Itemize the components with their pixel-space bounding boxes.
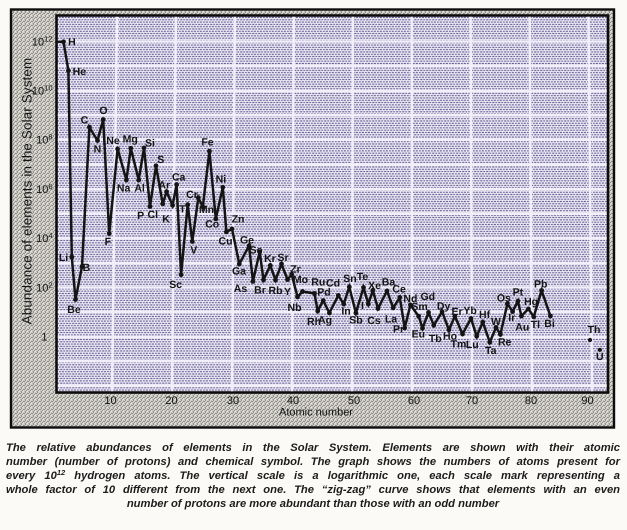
svg-text:Li: Li <box>59 252 68 264</box>
svg-text:70: 70 <box>466 395 478 407</box>
svg-text:Ar: Ar <box>158 179 170 191</box>
svg-text:Tm: Tm <box>451 339 467 351</box>
svg-text:Sm: Sm <box>411 301 427 313</box>
svg-text:Ti: Ti <box>179 204 188 216</box>
svg-text:Te: Te <box>357 271 369 283</box>
svg-text:V: V <box>190 245 197 257</box>
svg-text:Ag: Ag <box>318 315 332 327</box>
svg-text:Ba: Ba <box>382 276 396 288</box>
svg-text:Pr: Pr <box>393 324 404 336</box>
svg-text:60: 60 <box>408 395 420 407</box>
svg-text:Sn: Sn <box>343 273 356 285</box>
svg-text:Tl: Tl <box>531 319 540 331</box>
svg-text:Bi: Bi <box>544 318 555 330</box>
svg-text:Ir: Ir <box>508 312 515 324</box>
svg-text:90: 90 <box>581 395 593 407</box>
svg-text:Gd: Gd <box>421 291 436 303</box>
svg-text:Au: Au <box>515 322 529 334</box>
svg-text:Sr: Sr <box>277 252 288 264</box>
svg-text:Na: Na <box>117 183 131 195</box>
svg-text:Sc: Sc <box>169 279 182 291</box>
svg-text:Ru: Ru <box>311 277 325 289</box>
svg-text:N: N <box>94 144 102 156</box>
svg-text:Abundance of elements in the S: Abundance of elements in the Solar Syste… <box>20 58 35 325</box>
svg-text:B: B <box>83 262 91 274</box>
svg-text:Be: Be <box>67 304 81 316</box>
svg-text:P: P <box>137 210 144 222</box>
svg-text:Ne: Ne <box>106 135 120 147</box>
svg-text:Ge: Ge <box>240 235 254 247</box>
svg-text:Mg: Mg <box>123 134 138 146</box>
svg-text:O: O <box>99 105 107 117</box>
svg-text:H: H <box>68 37 76 49</box>
svg-text:Ho: Ho <box>443 331 457 343</box>
svg-text:Hf: Hf <box>479 309 491 321</box>
svg-text:Zn: Zn <box>232 214 245 226</box>
svg-text:10: 10 <box>104 395 116 407</box>
svg-text:Cd: Cd <box>326 277 340 289</box>
svg-text:Ce: Ce <box>392 283 406 295</box>
svg-text:Mn: Mn <box>199 204 214 216</box>
svg-text:La: La <box>385 314 397 326</box>
svg-text:Pt: Pt <box>513 286 524 298</box>
svg-text:Cu: Cu <box>219 236 233 248</box>
svg-text:Eu: Eu <box>412 329 425 341</box>
svg-text:C: C <box>81 115 89 127</box>
svg-text:Sb: Sb <box>349 315 362 327</box>
svg-text:U: U <box>596 351 604 363</box>
svg-text:Dy: Dy <box>437 301 451 313</box>
svg-text:Pd: Pd <box>317 287 330 299</box>
svg-text:Pb: Pb <box>534 279 547 291</box>
svg-text:Zr: Zr <box>290 264 301 276</box>
svg-text:1: 1 <box>41 332 47 344</box>
svg-text:Lu: Lu <box>466 339 479 351</box>
svg-text:Xe: Xe <box>368 280 381 292</box>
svg-text:As: As <box>234 283 248 295</box>
svg-text:Co: Co <box>205 219 219 231</box>
svg-text:Al: Al <box>134 183 145 195</box>
svg-text:I: I <box>361 300 364 312</box>
svg-text:50: 50 <box>348 395 360 407</box>
svg-text:S: S <box>157 154 164 166</box>
svg-text:30: 30 <box>227 395 239 407</box>
svg-text:Th: Th <box>588 324 601 336</box>
svg-text:Yb: Yb <box>463 305 476 317</box>
svg-text:Ca: Ca <box>172 172 186 184</box>
svg-text:Nd: Nd <box>403 293 417 305</box>
svg-text:Mo: Mo <box>293 274 308 286</box>
svg-text:Ta: Ta <box>485 345 497 357</box>
svg-text:Er: Er <box>451 306 462 318</box>
svg-text:Se: Se <box>250 245 263 257</box>
svg-text:Br: Br <box>254 285 266 297</box>
svg-text:Nb: Nb <box>288 302 302 314</box>
svg-text:20: 20 <box>165 395 177 407</box>
svg-text:W: W <box>491 316 501 328</box>
svg-text:Fe: Fe <box>201 136 213 148</box>
svg-text:Cr: Cr <box>186 189 198 201</box>
svg-text:Cs: Cs <box>367 315 381 327</box>
svg-text:Kr: Kr <box>264 253 276 265</box>
svg-text:Os: Os <box>497 293 511 305</box>
svg-text:Rh: Rh <box>307 316 321 328</box>
svg-text:40: 40 <box>287 395 299 407</box>
svg-text:Re: Re <box>498 336 512 348</box>
svg-text:K: K <box>162 214 170 226</box>
svg-text:Y: Y <box>284 286 291 298</box>
svg-text:Ga: Ga <box>232 265 246 277</box>
svg-text:F: F <box>105 236 112 248</box>
svg-text:Tb: Tb <box>429 333 442 345</box>
svg-text:Atomic number: Atomic number <box>279 407 353 419</box>
svg-text:80: 80 <box>525 395 537 407</box>
svg-text:He: He <box>73 66 87 78</box>
svg-text:In: In <box>341 305 350 317</box>
svg-text:Si: Si <box>145 137 155 149</box>
svg-text:Ni: Ni <box>216 173 227 185</box>
svg-text:Hg: Hg <box>524 296 538 308</box>
svg-text:Rb: Rb <box>269 285 283 297</box>
svg-text:Cl: Cl <box>148 209 159 221</box>
